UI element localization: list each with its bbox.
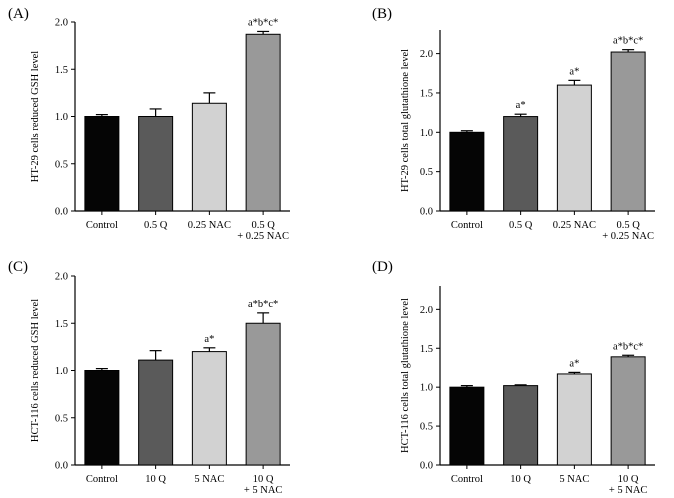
panel-b-y-tick-label: 0.5 [420, 167, 433, 178]
panel-c-significance-label: a* [204, 334, 214, 345]
panel-a-x-tick-label: 0.5 Q [144, 220, 168, 231]
panel-d-bar [610, 356, 646, 466]
panel-b-label: (B) [372, 6, 392, 22]
panel-a-bar [138, 116, 174, 212]
panel-d-bar [556, 373, 592, 466]
panel-a-x-tick-label: 0.5 Q [251, 220, 275, 231]
panel-a-label: (A) [8, 6, 29, 22]
panel-d-x-tick-label: + 5 NAC [609, 485, 648, 496]
panel-b-bar [556, 84, 592, 212]
panel-c-x-tick-label: Control [86, 474, 118, 485]
panel-d-x-tick-label: 10 Q [618, 474, 639, 485]
panel-c-y-tick-label: 0.0 [55, 461, 68, 472]
panel-c-y-axis-label: HCT-116 cells reduced GSH level [30, 299, 41, 442]
panel-d-x-tick-label: 10 Q [510, 474, 531, 485]
panel-b-x-tick-label: + 0.25 NAC [602, 231, 654, 242]
panel-a-bar [245, 33, 281, 212]
panel-b-x-tick-label: 0.5 Q [616, 220, 640, 231]
panel-d-y-axis-label: HCT-116 cells total glutathione level [400, 298, 411, 453]
panel-d-label: (D) [372, 259, 393, 275]
panel-d-y-tick-label: 1.0 [420, 383, 433, 394]
panel-c-bar [138, 359, 174, 466]
panel-b-y-axis-label: HT-29 cells total glutathione level [400, 49, 411, 192]
panel-d-y-tick-label: 1.5 [420, 344, 433, 355]
panel-c-bar [191, 351, 227, 466]
panel-a-x-tick-label: Control [86, 220, 118, 231]
panel-c-x-tick-label: + 5 NAC [244, 485, 283, 496]
panel-a-y-tick-label: 1.0 [55, 112, 68, 123]
panel-c-x-tick-label: 10 Q [145, 474, 166, 485]
panel-b-bar [449, 131, 485, 212]
panel-a-y-tick-label: 2.0 [55, 18, 68, 29]
panel-a-y-axis-label: HT-29 cells reduced GSH level [30, 51, 41, 182]
panel-b-significance-label: a*b*c* [613, 36, 643, 47]
panel-d-x-tick-label: Control [451, 474, 483, 485]
panel-d-x-tick-label: 5 NAC [559, 474, 589, 485]
panel-c-bar [245, 322, 281, 466]
panel-a-x-tick-label: + 0.25 NAC [237, 231, 289, 242]
panel-b-y-tick-label: 1.0 [420, 128, 433, 139]
panel-c-y-tick-label: 0.5 [55, 413, 68, 424]
panel-c-bar [84, 370, 120, 466]
panel-c-y-tick-label: 1.0 [55, 366, 68, 377]
panel-c-x-tick-label: 5 NAC [194, 474, 224, 485]
panel-b-bar [610, 51, 646, 212]
panel-d-y-tick-label: 0.5 [420, 422, 433, 433]
panel-a-y-tick-label: 0.5 [55, 159, 68, 170]
panel-a-bar [84, 116, 120, 212]
panel-b-x-tick-label: Control [451, 220, 483, 231]
panel-b-y-tick-label: 1.5 [420, 88, 433, 99]
panel-b-x-tick-label: 0.5 Q [509, 220, 533, 231]
panel-b-bar [503, 116, 539, 212]
panel-b-y-tick-label: 0.0 [420, 207, 433, 218]
panel-a-y-tick-label: 1.5 [55, 65, 68, 76]
panel-b-x-tick-label: 0.25 NAC [553, 220, 596, 231]
panel-d-significance-label: a* [569, 358, 579, 369]
panel-c-y-tick-label: 1.5 [55, 319, 68, 330]
panel-c-y-tick-label: 2.0 [55, 272, 68, 283]
panel-b-significance-label: a* [516, 100, 526, 111]
panel-d-bar [449, 386, 485, 466]
panel-b-y-tick-label: 2.0 [420, 49, 433, 60]
panel-a-x-tick-label: 0.25 NAC [188, 220, 231, 231]
panel-d-y-tick-label: 2.0 [420, 305, 433, 316]
panel-b-significance-label: a* [569, 66, 579, 77]
panel-c-x-tick-label: 10 Q [253, 474, 274, 485]
panel-d-y-tick-label: 0.0 [420, 461, 433, 472]
panel-c-significance-label: a*b*c* [248, 299, 278, 310]
panel-a-y-tick-label: 0.0 [55, 207, 68, 218]
panel-c-label: (C) [8, 259, 28, 275]
panel-a-bar [191, 102, 227, 212]
panel-a-significance-label: a*b*c* [248, 17, 278, 28]
panel-d-significance-label: a*b*c* [613, 341, 643, 352]
panel-d-bar [503, 385, 539, 466]
